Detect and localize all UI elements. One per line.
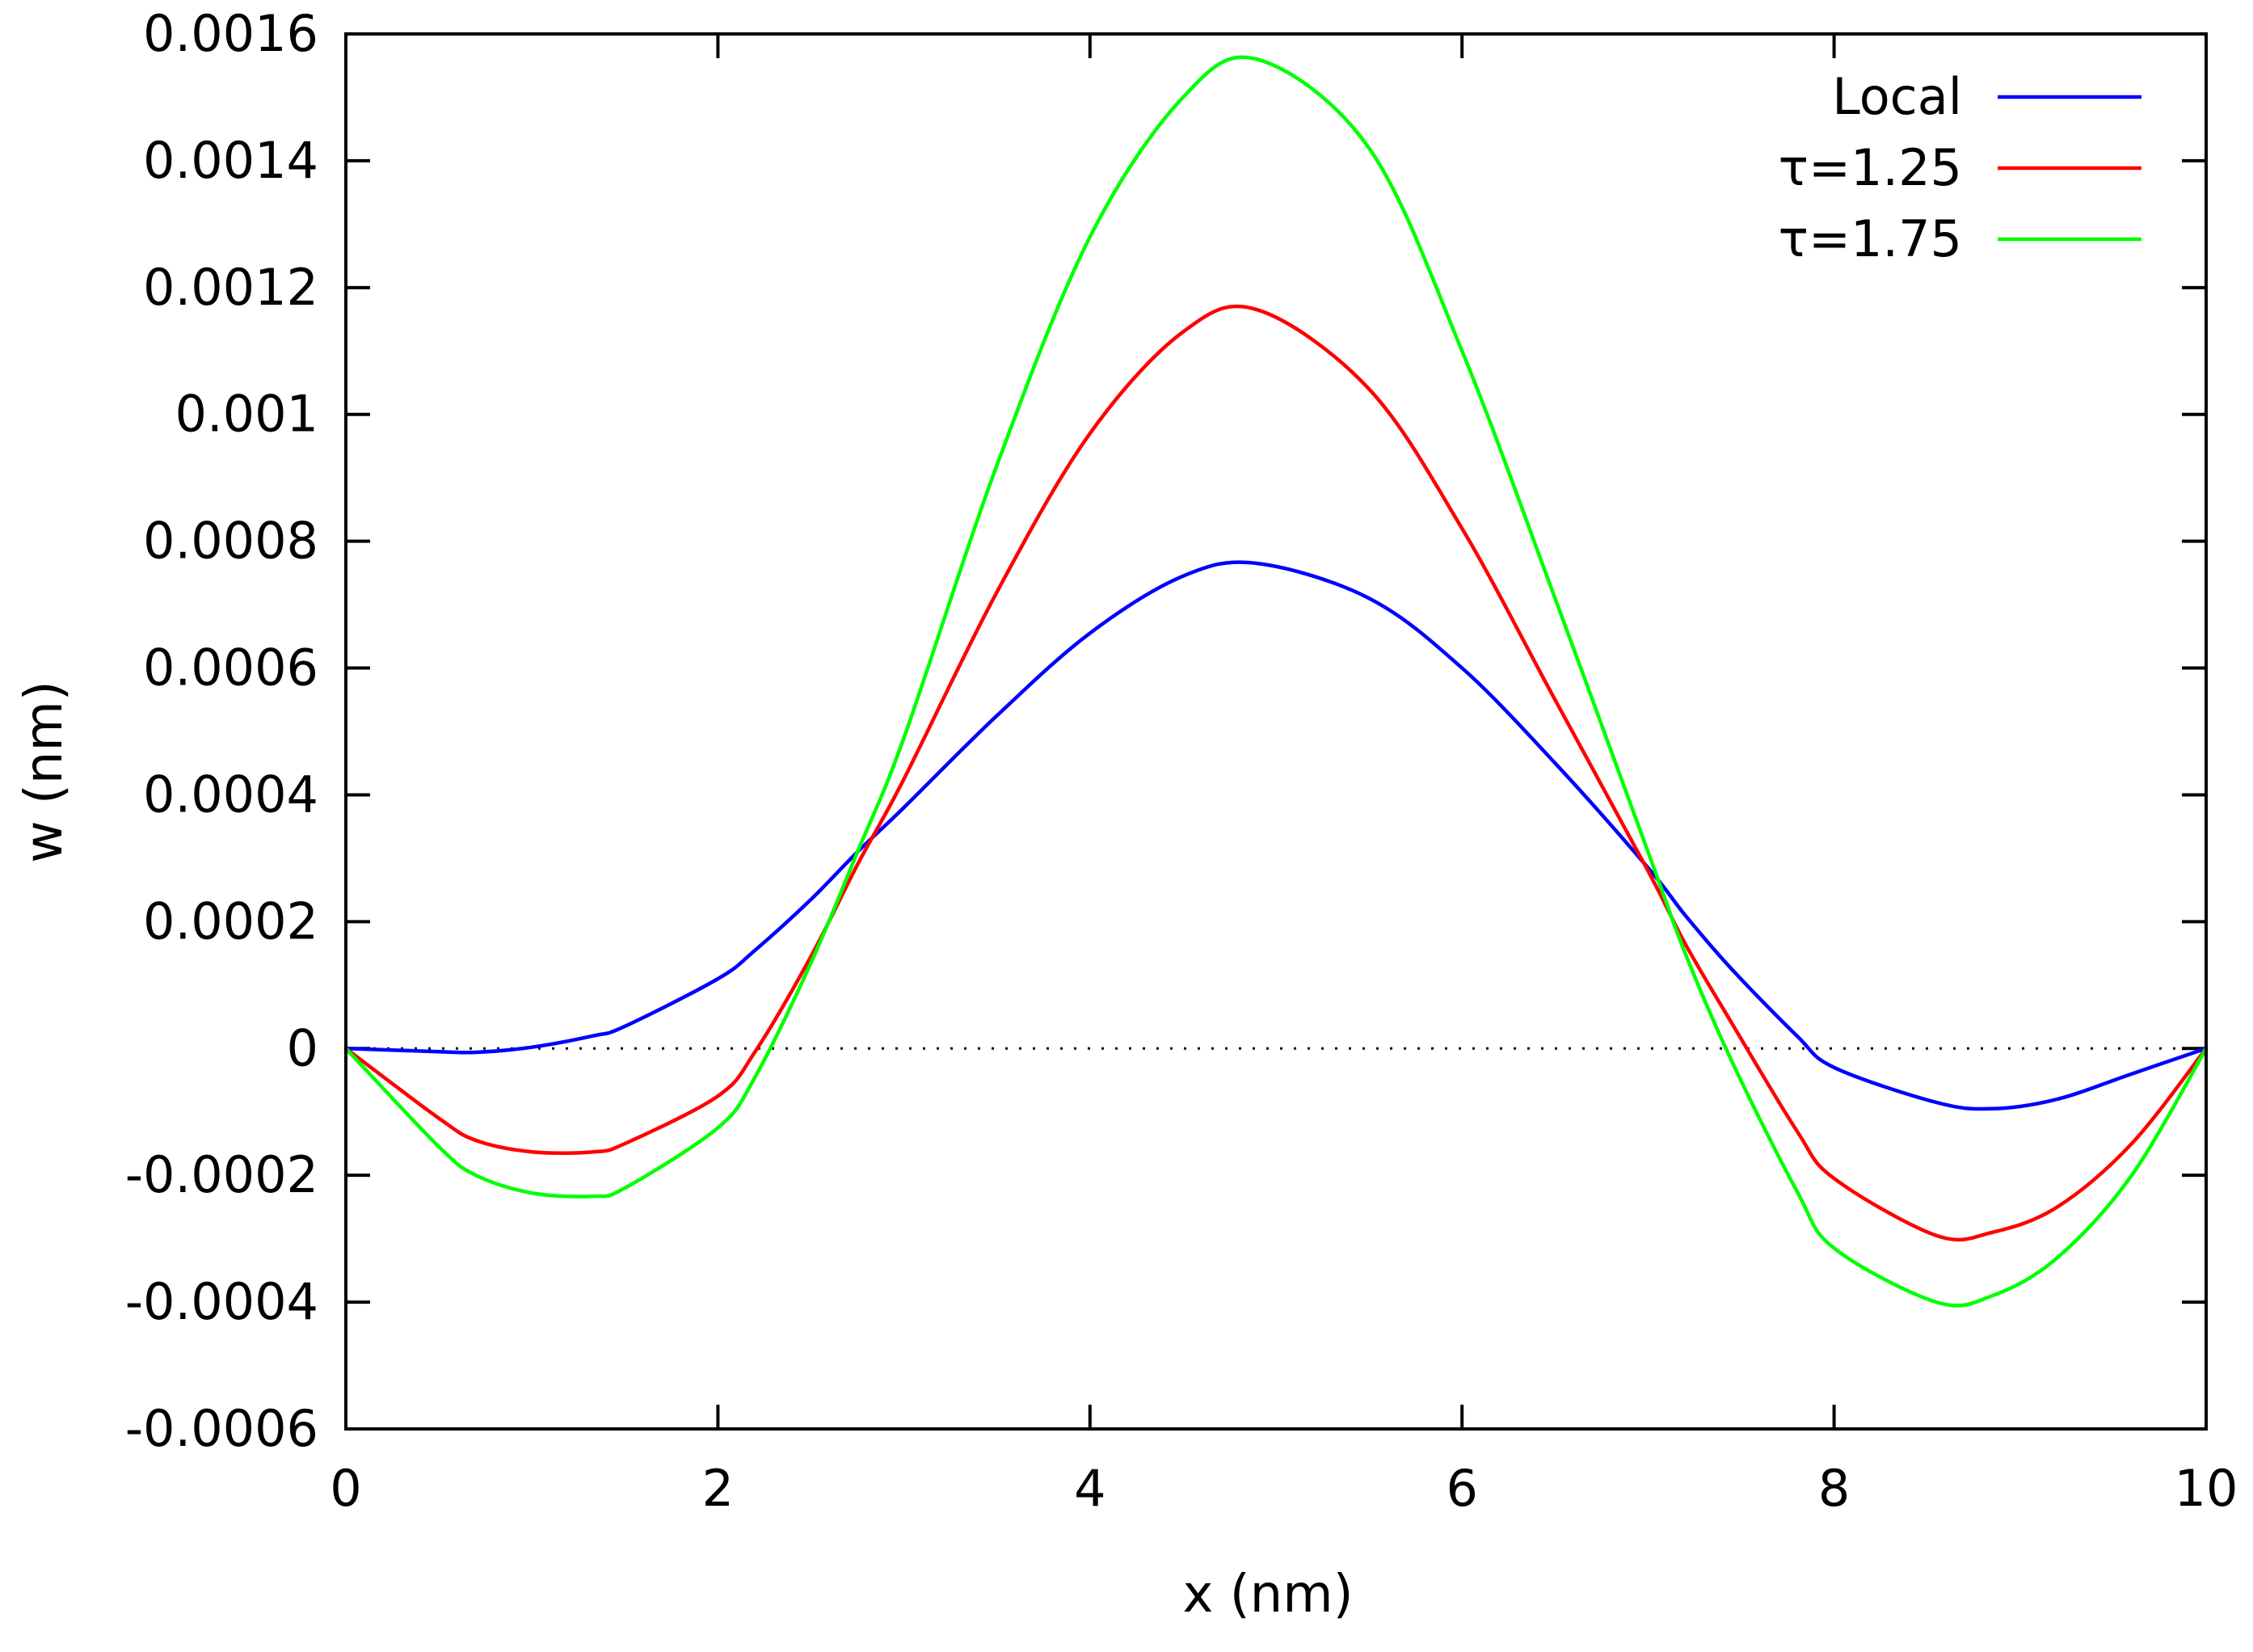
series-layer <box>343 55 2209 1308</box>
plot-frame <box>344 32 2208 1431</box>
y-tick-label: 0.0014 <box>143 131 318 190</box>
series-line-1 <box>343 560 2209 1111</box>
y-tick-label: -0.0002 <box>125 1145 318 1204</box>
legend-label-3: τ=1.75 <box>1779 209 1962 268</box>
x-tick-label: 0 <box>330 1459 361 1518</box>
legend: Local τ=1.25 τ=1.75 <box>1779 67 2141 268</box>
y-tick-label: 0.0002 <box>143 891 318 950</box>
series-line-2 <box>343 304 2209 1242</box>
x-tick-label: 4 <box>1074 1459 1105 1518</box>
x-axis-title: x (nm) <box>1182 1565 1353 1625</box>
y-tick-label: 0.001 <box>175 385 319 444</box>
x-tick-label: 8 <box>1818 1459 1850 1518</box>
y-tick-label: 0.0004 <box>143 765 318 824</box>
legend-label-2: τ=1.25 <box>1779 138 1962 197</box>
y-tick-label: 0 <box>287 1018 318 1077</box>
x-tick-label: 6 <box>1446 1459 1477 1518</box>
y-axis-title: w (nm) <box>15 681 74 863</box>
x-tick-labels: 0 2 4 6 8 10 <box>330 1459 2238 1518</box>
y-tick-label: 0.0008 <box>143 512 318 571</box>
series-line-3 <box>343 55 2209 1308</box>
y-tick-labels: -0.0006 -0.0004 -0.0002 0 0.0002 0.0004 0.0006… <box>125 4 318 1458</box>
y-tick-label: 0.0016 <box>143 4 318 63</box>
y-tick-label: 0.0012 <box>143 258 318 317</box>
legend-label-1: Local <box>1832 67 1962 126</box>
x-tick-label: 2 <box>702 1459 734 1518</box>
y-tick-label: -0.0006 <box>125 1399 318 1458</box>
y-tick-label: 0.0006 <box>143 638 318 697</box>
y-tick-label: -0.0004 <box>125 1272 318 1331</box>
x-tick-label: 10 <box>2175 1459 2238 1518</box>
